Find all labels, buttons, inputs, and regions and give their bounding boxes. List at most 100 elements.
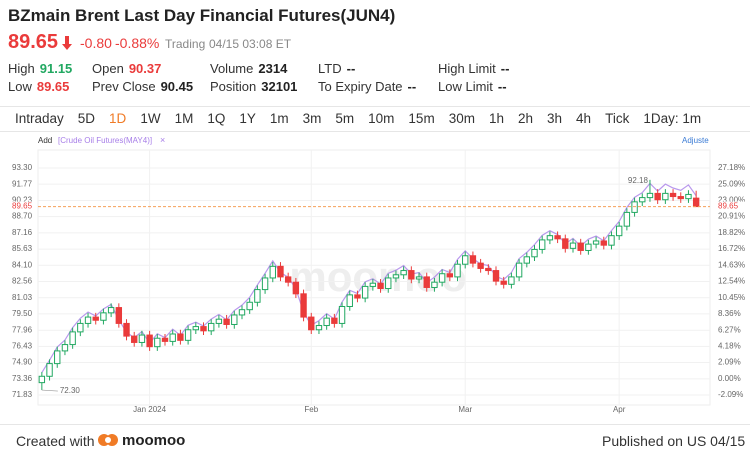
y-tick-label: 74.90	[12, 358, 33, 367]
x-tick-label: Jan 2024	[133, 405, 166, 414]
candle-body	[392, 274, 400, 279]
stat-value: --	[500, 61, 510, 76]
stat-label: High	[8, 61, 35, 76]
candle-body	[277, 265, 284, 278]
last-price-box	[10, 201, 36, 212]
tab[interactable]: 30m	[448, 111, 475, 126]
y2-tick-label: 6.27%	[718, 325, 741, 334]
y2-tick-label: 10.45%	[718, 293, 745, 302]
y2-tick-label: 4.18%	[718, 341, 741, 350]
candle-body	[84, 316, 92, 324]
tab[interactable]: 4h	[576, 111, 592, 126]
tab[interactable]: 1M	[174, 111, 194, 126]
candle-body	[54, 350, 61, 365]
price: 89.65	[8, 31, 59, 53]
candle-body	[231, 314, 238, 325]
candle-body	[454, 263, 461, 278]
candle-body	[469, 255, 477, 264]
candle-body	[200, 326, 207, 332]
candle-body	[331, 317, 338, 324]
candle-body	[400, 270, 407, 276]
candle-body	[131, 335, 138, 343]
candle-body	[654, 192, 661, 201]
candle-body	[515, 262, 523, 278]
watermark: moomoo	[289, 253, 466, 300]
tab[interactable]: 1W	[140, 111, 161, 126]
tab[interactable]: 5m	[335, 111, 355, 126]
candle-body	[61, 344, 69, 352]
stat-label: High Limit	[438, 61, 496, 76]
change-pct: -0.88%	[115, 35, 160, 51]
candle-body	[123, 322, 130, 337]
candle-body	[100, 312, 107, 321]
y-tick-label: 91.77	[12, 179, 33, 188]
tab[interactable]: Tick	[605, 111, 630, 126]
y-tick-label: 71.83	[12, 390, 33, 399]
stat-value: --	[497, 79, 507, 94]
tab[interactable]: Intraday	[15, 111, 64, 126]
candle-body	[46, 363, 53, 377]
y-tick-label: 85.63	[12, 244, 33, 253]
candle-body	[477, 262, 484, 269]
tab[interactable]: 3m	[302, 111, 322, 126]
candle-body	[115, 307, 123, 324]
candle-body	[639, 197, 646, 203]
candle-body	[208, 322, 215, 332]
stat-label: LTD	[318, 61, 342, 76]
candle-body	[415, 276, 423, 280]
candle-body	[577, 242, 584, 251]
tab[interactable]: 3h	[547, 111, 563, 126]
y2-tick-label: -2.09%	[718, 390, 743, 399]
tab[interactable]: 1D	[109, 111, 127, 126]
candle-body	[692, 197, 700, 208]
candle-body	[269, 265, 276, 279]
tab[interactable]: 5D	[77, 111, 96, 126]
candle-body	[315, 325, 323, 331]
candle-body	[215, 318, 223, 324]
tab[interactable]: 1h	[488, 111, 504, 126]
stat-value: 2314	[258, 61, 288, 76]
add-button[interactable]: Add	[38, 136, 53, 145]
stat-value: 91.15	[39, 61, 73, 76]
candle-body	[238, 309, 246, 316]
candle-body	[600, 240, 607, 246]
adjusted[interactable]: Adjuste	[682, 136, 709, 145]
tab[interactable]: 1m	[269, 111, 289, 126]
stat-label: Low	[8, 79, 32, 94]
candle-body	[246, 301, 253, 311]
y-tick-label: 76.43	[12, 341, 33, 350]
candle-body	[585, 243, 592, 251]
brand-logo	[98, 434, 118, 446]
candle-body	[192, 326, 199, 331]
low-annotation: 72.30	[60, 386, 81, 395]
candle-body	[508, 276, 515, 285]
y-tick-label: 87.16	[12, 228, 33, 237]
plot-frame	[37, 149, 711, 406]
divider	[0, 424, 750, 425]
candle-body	[138, 334, 146, 343]
change: -0.80	[80, 35, 112, 51]
candle-body	[562, 238, 569, 249]
candle-body	[485, 267, 492, 272]
x-tick-label: Feb	[304, 405, 318, 414]
candle-body	[161, 337, 169, 342]
y2-tick-label: 18.82%	[718, 228, 745, 237]
stat-value: 89.65	[36, 79, 70, 94]
candle-body	[169, 333, 176, 342]
stat-label: Low Limit	[438, 79, 493, 94]
candle-body	[608, 235, 615, 246]
tab[interactable]: 1Day: 1m	[643, 111, 702, 126]
stat-value: 32101	[261, 79, 298, 94]
published: Published on US 04/15	[602, 433, 746, 449]
stat-value: 90.37	[128, 61, 162, 76]
tab[interactable]: 10m	[368, 111, 395, 126]
tab[interactable]: 1Y	[239, 111, 256, 126]
tab[interactable]: 1Q	[207, 111, 226, 126]
candle-body	[554, 235, 561, 240]
x-tick-label: Mar	[458, 405, 472, 414]
overlay-close[interactable]: ×	[160, 135, 166, 145]
tab[interactable]: 2h	[517, 111, 534, 126]
tab[interactable]: 15m	[408, 111, 435, 126]
stat-label: Prev Close	[92, 79, 156, 94]
brand: moomoo	[122, 432, 186, 449]
